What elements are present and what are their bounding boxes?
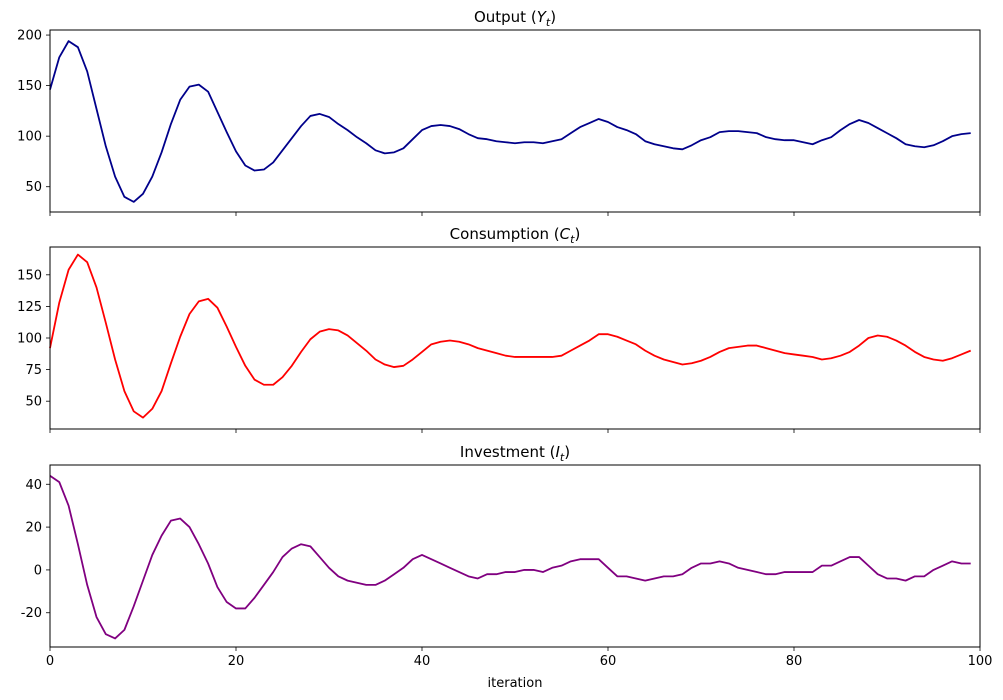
series-line-1-1 bbox=[49, 40, 971, 203]
title-close: ) bbox=[564, 443, 570, 461]
x-tick-label: 60 bbox=[600, 654, 617, 669]
title-subscript: t bbox=[560, 451, 565, 464]
panel-title: Output (Yt) bbox=[474, 8, 556, 29]
axes-frame bbox=[49, 29, 981, 213]
x-tick-label: 40 bbox=[414, 654, 431, 669]
y-tick-label: 75 bbox=[25, 363, 42, 378]
y-tick-label: 150 bbox=[17, 79, 42, 94]
y-tick-label: 125 bbox=[17, 300, 42, 315]
y-tick-label: 200 bbox=[17, 29, 42, 44]
y-tick-label: 100 bbox=[17, 332, 42, 347]
panel-2: 50 75 100 125 150 Consumption (Ct) bbox=[17, 225, 981, 433]
y-tick-label: 0 bbox=[34, 563, 42, 578]
title-text: Output ( bbox=[474, 8, 537, 26]
title-subscript: t bbox=[570, 233, 575, 246]
y-tick-label: 150 bbox=[17, 268, 42, 283]
panel-title: Consumption (Ct) bbox=[450, 225, 581, 246]
series-line-3-1 bbox=[49, 474, 971, 640]
panel-1: 50 100 150 200 Output (Yt) bbox=[17, 8, 981, 216]
title-subscript: t bbox=[546, 16, 551, 29]
series-line-2-1 bbox=[49, 253, 972, 419]
x-axis-label: iteration bbox=[488, 676, 543, 691]
y-tick-label: 20 bbox=[25, 521, 42, 536]
x-tick-label: 0 bbox=[46, 654, 54, 669]
y-tick-label: 50 bbox=[25, 180, 42, 195]
x-tick-label: 100 bbox=[968, 654, 993, 669]
title-variable: Y bbox=[537, 8, 548, 26]
panel-title: Investment (It) bbox=[460, 443, 570, 464]
title-variable: I bbox=[555, 443, 560, 461]
y-tick-label: 100 bbox=[17, 130, 42, 145]
title-text: Consumption ( bbox=[450, 225, 560, 243]
y-tick-label: 50 bbox=[25, 395, 42, 410]
axes-frame bbox=[49, 246, 981, 430]
y-tick-label: 40 bbox=[25, 478, 42, 493]
x-tick-label: 20 bbox=[228, 654, 245, 669]
title-variable: C bbox=[560, 225, 571, 243]
panel-3: -20 0 20 40 0 20 40 60 80 100 Investment (It) itera… bbox=[21, 443, 993, 691]
title-close: ) bbox=[574, 225, 580, 243]
title-text: Investment ( bbox=[460, 443, 556, 461]
title-close: ) bbox=[550, 8, 556, 26]
y-tick-label: -20 bbox=[21, 606, 42, 621]
x-tick-label: 80 bbox=[786, 654, 803, 669]
axes-frame bbox=[49, 464, 981, 648]
